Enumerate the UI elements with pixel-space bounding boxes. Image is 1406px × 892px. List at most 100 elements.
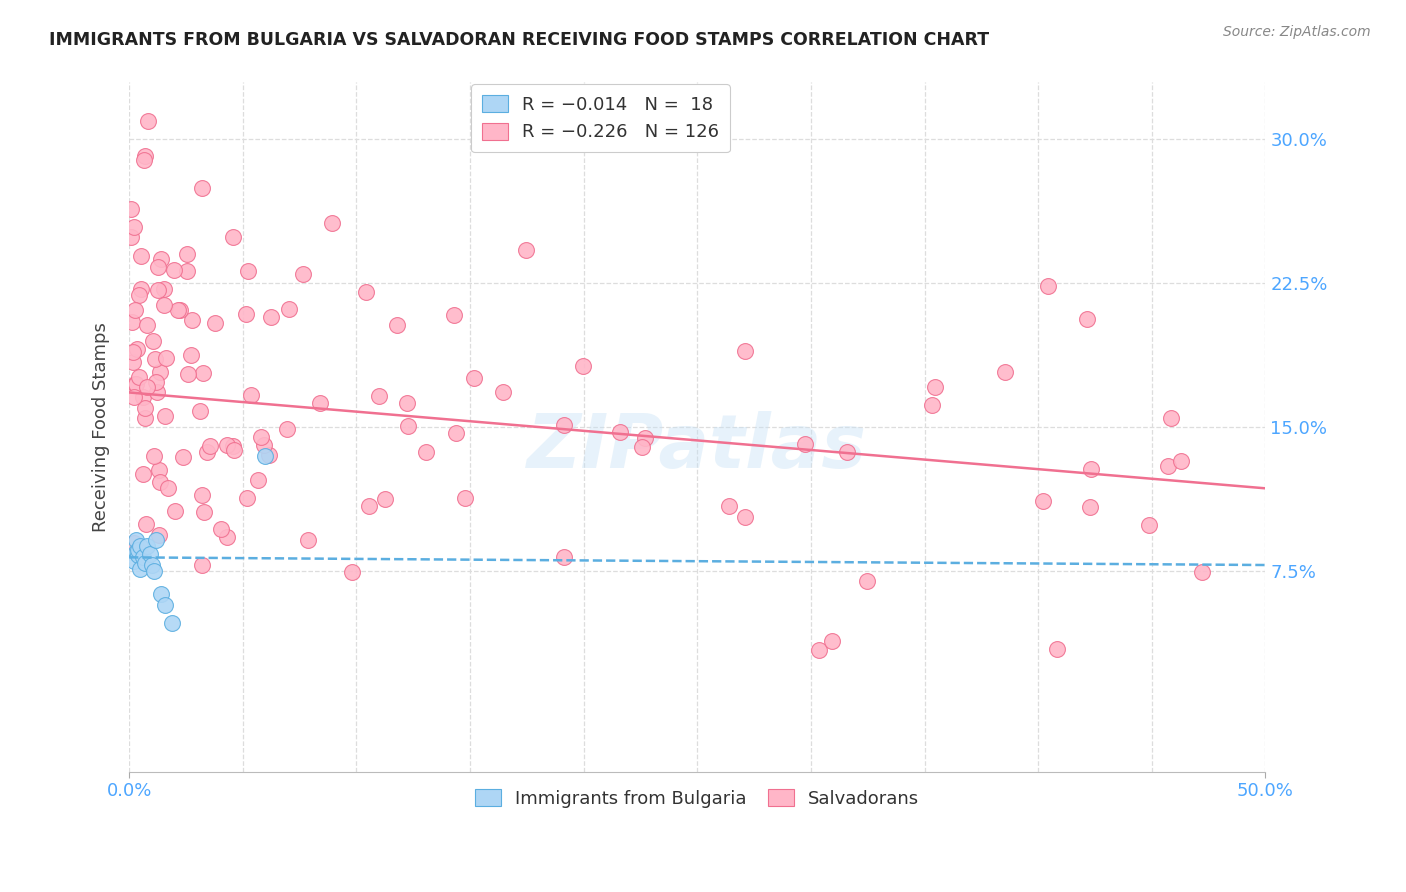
Point [163, 263, 186, 277]
Point [222, 442, 245, 457]
Point [443, 308, 465, 322]
Point [415, 444, 437, 458]
Point [553, 549, 575, 564]
Point [1032, 494, 1054, 508]
Point [321, 216, 343, 230]
Point [142, 334, 165, 348]
Point [153, 298, 176, 312]
Point [354, 285, 377, 299]
Point [191, 181, 214, 195]
Point [124, 535, 146, 549]
Point [454, 491, 477, 505]
Point [145, 375, 167, 389]
Point [148, 528, 170, 542]
Point [835, 445, 858, 459]
Point [260, 310, 283, 324]
Point [134, 556, 156, 570]
Text: Source: ZipAtlas.com: Source: ZipAtlas.com [1223, 25, 1371, 39]
Point [128, 370, 150, 384]
Point [143, 449, 166, 463]
Point [631, 440, 654, 454]
Point [124, 220, 146, 235]
Point [395, 396, 418, 410]
Point [172, 450, 194, 465]
Point [136, 114, 159, 128]
Point [209, 522, 232, 536]
Text: IMMIGRANTS FROM BULGARIA VS SALVADORAN RECEIVING FOOD STAMPS CORRELATION CHART: IMMIGRANTS FROM BULGARIA VS SALVADORAN R… [49, 31, 990, 49]
Point [236, 263, 259, 277]
Point [278, 301, 301, 316]
Point [195, 445, 218, 459]
Point [190, 558, 212, 572]
Point [1046, 642, 1069, 657]
Point [149, 365, 172, 379]
Point [124, 303, 146, 318]
Point [138, 547, 160, 561]
Point [240, 388, 263, 402]
Point [342, 565, 364, 579]
Point [125, 376, 148, 391]
Point [276, 422, 298, 436]
Point [131, 467, 153, 482]
Point [162, 615, 184, 630]
Point [122, 554, 145, 568]
Point [149, 587, 172, 601]
Point [387, 318, 409, 332]
Legend: Immigrants from Bulgaria, Salvadorans: Immigrants from Bulgaria, Salvadorans [468, 781, 927, 814]
Point [190, 487, 212, 501]
Point [249, 430, 271, 444]
Point [515, 244, 537, 258]
Point [252, 438, 274, 452]
Point [572, 359, 595, 374]
Point [1080, 461, 1102, 475]
Point [807, 642, 830, 657]
Point [157, 481, 180, 495]
Point [1137, 517, 1160, 532]
Point [235, 307, 257, 321]
Point [215, 438, 238, 452]
Point [492, 385, 515, 400]
Point [357, 499, 380, 513]
Point [259, 449, 281, 463]
Point [236, 491, 259, 505]
Point [193, 366, 215, 380]
Point [125, 544, 148, 558]
Point [794, 436, 817, 450]
Point [166, 302, 188, 317]
Point [128, 287, 150, 301]
Point [181, 313, 204, 327]
Point [246, 473, 269, 487]
Point [121, 315, 143, 329]
Point [124, 376, 146, 391]
Y-axis label: Receiving Food Stamps: Receiving Food Stamps [93, 322, 110, 532]
Point [120, 230, 142, 244]
Point [1076, 312, 1098, 326]
Point [132, 153, 155, 167]
Point [222, 439, 245, 453]
Point [297, 533, 319, 547]
Point [132, 550, 155, 565]
Point [1036, 279, 1059, 293]
Point [148, 463, 170, 477]
Point [169, 302, 191, 317]
Point [1191, 565, 1213, 579]
Point [135, 318, 157, 333]
Point [135, 516, 157, 531]
Point [718, 499, 741, 513]
Point [254, 449, 277, 463]
Point [374, 492, 396, 507]
Point [143, 352, 166, 367]
Point [190, 404, 212, 418]
Text: ZIPatlas: ZIPatlas [527, 411, 868, 484]
Point [121, 355, 143, 369]
Point [153, 282, 176, 296]
Point [129, 249, 152, 263]
Point [149, 475, 172, 489]
Point [129, 282, 152, 296]
Point [734, 343, 756, 358]
Point [1170, 453, 1192, 467]
Point [146, 284, 169, 298]
Point [198, 439, 221, 453]
Point [1157, 458, 1180, 473]
Point [855, 574, 877, 589]
